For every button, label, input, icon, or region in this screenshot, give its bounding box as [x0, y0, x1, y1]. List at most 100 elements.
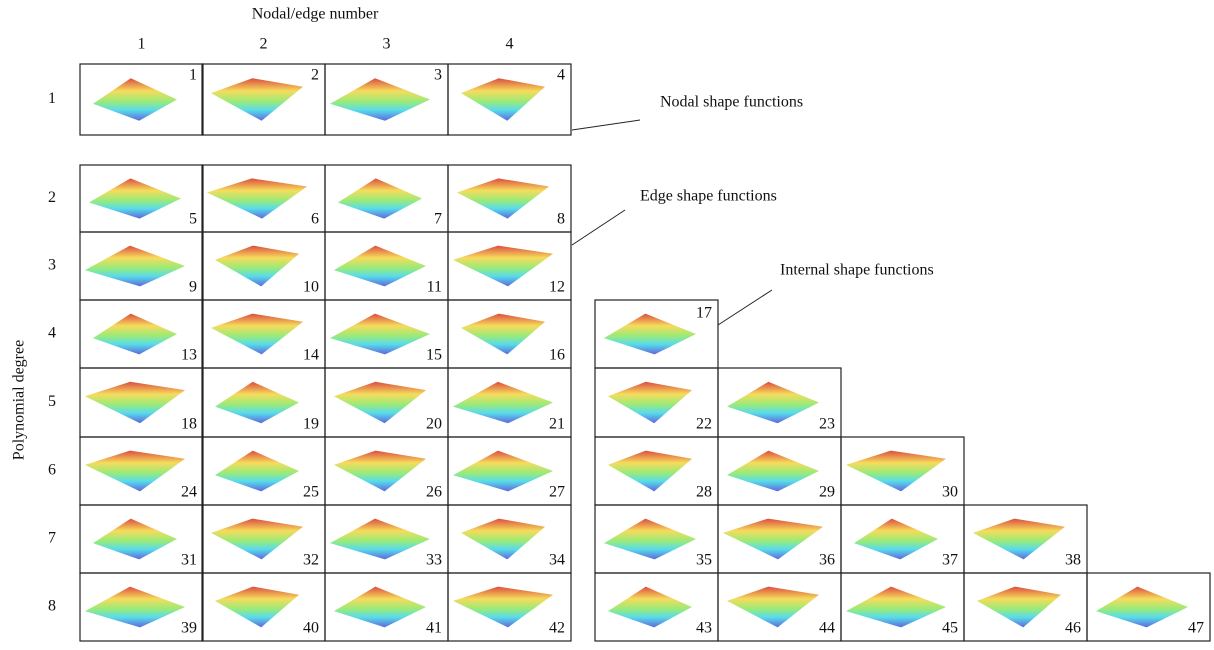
cell-number: 15: [426, 347, 442, 364]
cell-number: 22: [696, 416, 712, 433]
surface-plot: [211, 519, 303, 560]
cell-number: 16: [549, 347, 565, 364]
annotation: Internal shape functions: [780, 262, 934, 279]
surface-plot: [727, 382, 819, 423]
cell-number: 14: [303, 347, 319, 364]
cell-number: 36: [819, 552, 835, 569]
cell-number: 30: [942, 484, 958, 501]
surface-plot: [723, 519, 823, 560]
surface-plot: [334, 382, 426, 423]
surface-plot: [608, 587, 692, 628]
row-degree: 8: [48, 598, 56, 615]
cell-number: 35: [696, 552, 712, 569]
cell-number: 9: [189, 279, 197, 296]
cell-number: 38: [1065, 552, 1081, 569]
surface-plot: [89, 178, 181, 218]
surface-plot: [461, 78, 545, 121]
cell-number: 46: [1065, 620, 1081, 637]
surface-plot: [338, 178, 422, 218]
cell-number: 42: [549, 620, 565, 637]
cell-number: 17: [696, 305, 712, 322]
surface-plot: [85, 451, 185, 492]
cell-number: 40: [303, 620, 319, 637]
cell-number: 7: [434, 211, 442, 228]
cell-number: 45: [942, 620, 958, 637]
cell-number: 24: [181, 484, 197, 501]
cell-number: 19: [303, 416, 319, 433]
y-axis-label: Polynomial degree: [11, 340, 28, 460]
surface-plot: [457, 178, 549, 218]
column-number: 2: [260, 36, 268, 53]
surface-plot: [330, 314, 430, 355]
surface-plot: [211, 78, 303, 121]
cell-number: 27: [549, 484, 565, 501]
surface-plot: [453, 587, 553, 628]
surface-plot: [973, 519, 1065, 560]
surface-plot: [215, 451, 299, 492]
surface-plot: [215, 246, 299, 287]
cell-number: 3: [434, 67, 442, 84]
cell-number: 4: [557, 67, 565, 84]
surface-plot: [1096, 587, 1188, 628]
surface-plot: [604, 314, 696, 355]
surface-plot: [977, 587, 1061, 628]
annotation: Edge shape functions: [640, 188, 777, 205]
cell-number: 43: [696, 620, 712, 637]
row-degree: 6: [48, 462, 56, 479]
surface-plot: [330, 78, 430, 121]
cell-number: 1: [189, 67, 197, 84]
surface-plot: [453, 451, 553, 492]
surface-plot: [93, 519, 177, 560]
surface-plot: [334, 451, 426, 492]
cell-number: 23: [819, 416, 835, 433]
surface-plot: [93, 78, 177, 121]
leader-line: [718, 290, 772, 325]
row-degree: 3: [48, 257, 56, 274]
surface-plot: [727, 587, 819, 628]
surface-plot: [604, 519, 696, 560]
surface-plot: [215, 382, 299, 423]
annotation: Nodal shape functions: [660, 94, 803, 111]
cell-number: 44: [819, 620, 835, 637]
surface-plot: [334, 246, 426, 287]
cell-number: 28: [696, 484, 712, 501]
row-degree: 2: [48, 189, 56, 206]
surface-plot: [207, 178, 307, 218]
column-header-title: Nodal/edge number: [252, 6, 379, 23]
cell-number: 8: [557, 211, 565, 228]
cell-number: 21: [549, 416, 565, 433]
cell-number: 10: [303, 279, 319, 296]
cell-number: 33: [426, 552, 442, 569]
surface-plot: [93, 314, 177, 355]
cell-number: 12: [549, 279, 565, 296]
cell-number: 41: [426, 620, 442, 637]
surface-plot: [727, 451, 819, 492]
cell-number: 20: [426, 416, 442, 433]
figure: Nodal/edge number Polynomial degree Noda…: [0, 0, 1214, 645]
row-degree: 7: [48, 530, 56, 547]
cell-number: 26: [426, 484, 442, 501]
column-number: 3: [383, 36, 391, 53]
surface-plot: [608, 382, 692, 423]
surface-plot: [608, 451, 692, 492]
leader-line: [572, 120, 640, 130]
cell-number: 13: [181, 347, 197, 364]
cell-number: 39: [181, 620, 197, 637]
cell-number: 32: [303, 552, 319, 569]
cell-number: 29: [819, 484, 835, 501]
cell-number: 47: [1188, 620, 1204, 637]
column-number: 1: [138, 36, 146, 53]
surface-plot: [453, 246, 553, 287]
row-degree: 1: [48, 90, 56, 107]
cell-number: 6: [311, 211, 319, 228]
cell-number: 31: [181, 552, 197, 569]
surface-plot: [461, 519, 545, 560]
row-degree: 5: [48, 393, 56, 410]
surface-plot: [330, 519, 430, 560]
cell-number: 11: [427, 279, 442, 296]
surface-plot: [453, 382, 553, 423]
cell-number: 34: [549, 552, 565, 569]
surface-plot: [85, 246, 185, 287]
surface-plot: [461, 314, 545, 355]
cell-number: 25: [303, 484, 319, 501]
